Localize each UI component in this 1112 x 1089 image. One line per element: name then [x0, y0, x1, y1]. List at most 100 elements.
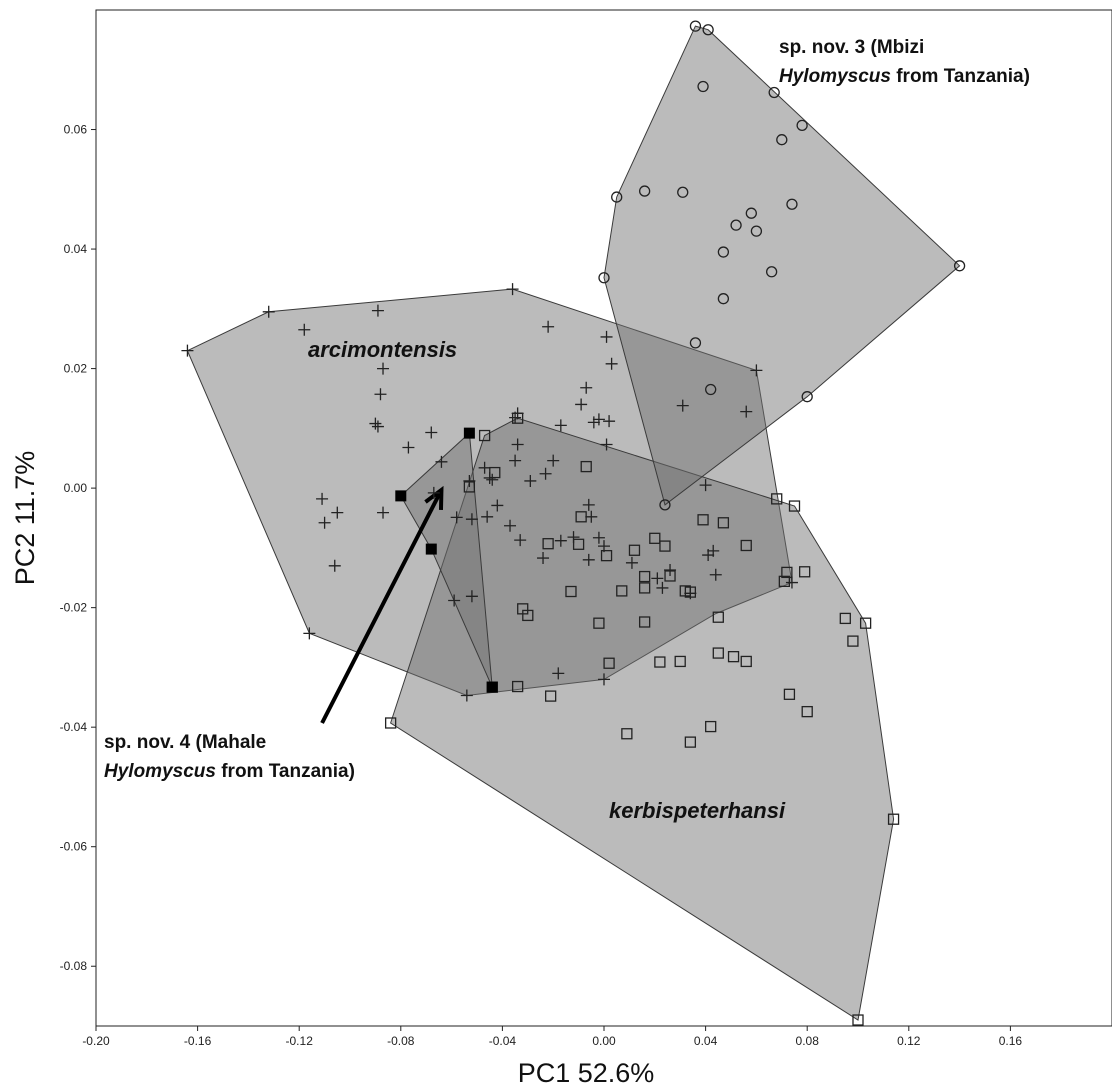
point-open-square	[638, 616, 651, 628]
point-plus	[651, 572, 664, 585]
point-open-square	[659, 540, 671, 552]
point-open-square	[603, 657, 615, 669]
point-open-circle	[776, 134, 788, 146]
point-open-square	[727, 651, 740, 663]
point-open-square	[799, 566, 811, 578]
point-open-circle	[717, 246, 730, 258]
point-plus	[625, 556, 638, 569]
point-open-square	[740, 655, 752, 668]
point-plus	[600, 438, 613, 451]
point-open-square	[712, 647, 724, 659]
point-plus	[460, 689, 473, 702]
point-plus	[524, 474, 537, 487]
label-kerbispeterhansi: kerbispeterhansi	[609, 798, 786, 823]
point-plus	[699, 479, 712, 492]
label-arcimontensis: arcimontensis	[308, 337, 457, 362]
label-mahale-genus: Hylomyscus	[104, 761, 216, 782]
point-open-circle	[745, 207, 757, 219]
point-open-circle	[638, 185, 651, 197]
point-plus	[262, 305, 275, 318]
point-filled-square	[463, 427, 475, 439]
label-mahale-line2: Hylomyscus from Tanzania)	[104, 761, 355, 782]
point-open-square	[705, 720, 717, 733]
point-plus	[542, 320, 555, 333]
point-open-square	[511, 680, 524, 693]
point-plus	[478, 461, 491, 474]
point-plus	[575, 398, 588, 411]
point-open-circle	[598, 272, 610, 284]
point-plus	[481, 510, 494, 523]
point-filled-square	[425, 543, 437, 555]
point-open-square	[771, 493, 783, 505]
label-mbizi-line2: Hylomyscus from Tanzania)	[779, 66, 1030, 87]
point-plus	[331, 506, 344, 519]
point-filled-square	[395, 490, 407, 502]
point-plus	[740, 405, 753, 418]
point-open-square	[783, 688, 796, 700]
point-plus	[374, 388, 387, 401]
point-open-square	[839, 612, 851, 625]
point-plus	[750, 364, 763, 377]
point-open-square	[600, 550, 613, 562]
point-plus	[465, 590, 478, 603]
point-plus	[448, 594, 461, 607]
point-open-square	[565, 585, 577, 598]
point-open-square	[712, 611, 724, 623]
hull-arcimontensis	[186, 288, 793, 697]
point-plus	[656, 581, 669, 594]
point-open-circle	[730, 219, 742, 231]
point-open-circle	[750, 225, 763, 237]
point-open-circle	[697, 80, 709, 93]
point-open-square	[674, 655, 686, 668]
point-open-square	[621, 728, 633, 740]
point-plus	[425, 426, 438, 439]
point-open-square	[638, 570, 651, 583]
x-tick-label: -0.04	[489, 1034, 517, 1048]
point-plus	[592, 531, 605, 544]
point-plus	[592, 413, 605, 426]
point-plus	[598, 673, 610, 686]
point-plus	[709, 568, 722, 581]
x-tick-label: 0.12	[897, 1034, 921, 1048]
point-plus	[539, 467, 552, 480]
point-plus	[328, 559, 341, 572]
point-open-circle	[765, 266, 778, 278]
point-plus	[582, 553, 595, 566]
point-open-circle	[801, 391, 813, 403]
point-open-square	[522, 609, 534, 622]
point-plus	[491, 499, 504, 512]
point-filled-square	[486, 681, 498, 693]
tick-layer: -0.20 -0.16 -0.12 -0.08 -0.04 0.00 0.04 0.08 0.1…	[60, 123, 1023, 1048]
point-plus	[506, 283, 519, 296]
point-open-square	[679, 585, 691, 597]
point-open-square	[852, 1014, 864, 1026]
arrow-layer	[320, 485, 444, 724]
point-plus	[552, 667, 565, 680]
point-open-square	[781, 566, 793, 579]
point-open-square	[801, 705, 813, 718]
hull-sp-nov-3	[603, 25, 961, 506]
point-plus	[371, 420, 384, 433]
point-plus	[402, 441, 415, 454]
point-open-square	[593, 617, 605, 629]
point-plus	[664, 563, 677, 576]
point-open-square	[384, 717, 397, 729]
label-mbizi-genus: Hylomyscus	[779, 66, 891, 87]
x-tick-label: 0.00	[592, 1034, 616, 1048]
point-plus	[504, 519, 517, 532]
point-plus	[303, 627, 316, 640]
hull-layer	[186, 25, 961, 1021]
point-open-square	[740, 539, 752, 552]
point-plus	[554, 534, 567, 547]
label-mahale-rest: from Tanzania)	[216, 761, 355, 782]
point-open-square	[478, 429, 491, 442]
point-open-square	[638, 582, 651, 594]
y-tick-label: 0.00	[64, 481, 88, 495]
point-open-square	[489, 466, 501, 479]
point-plus	[318, 516, 331, 529]
point-open-square	[778, 575, 790, 588]
point-plus	[547, 454, 560, 467]
point-open-circle	[677, 186, 689, 198]
point-plus	[377, 362, 390, 375]
point-open-square	[545, 690, 557, 702]
